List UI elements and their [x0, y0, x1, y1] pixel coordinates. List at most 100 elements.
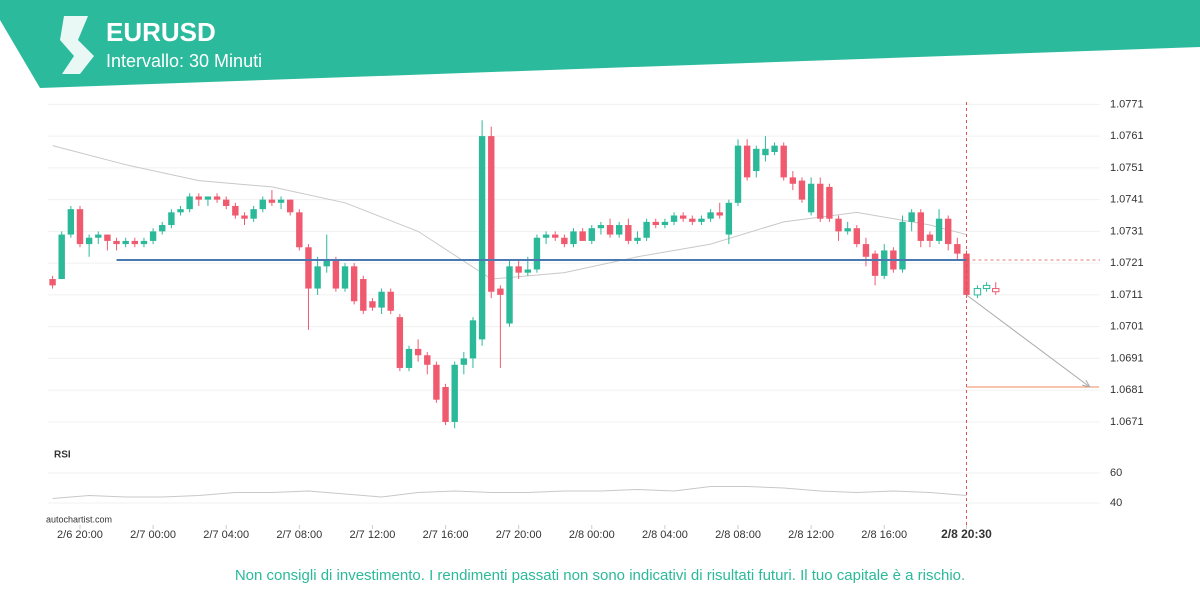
candle-body	[104, 234, 111, 241]
x-tick-label: 2/8 08:00	[715, 529, 761, 541]
moving-average	[52, 145, 967, 280]
x-tick-label: 2/7 16:00	[423, 529, 469, 541]
x-tick-label: 2/8 16:00	[861, 529, 907, 541]
candle-body	[497, 288, 504, 295]
candle-body	[369, 301, 376, 308]
candle-body	[159, 225, 166, 232]
y-tick-label: 1.0711	[1110, 289, 1143, 301]
candle-body	[670, 215, 678, 222]
candle-body	[625, 225, 632, 241]
candle-body	[213, 196, 221, 200]
candle-body	[789, 177, 797, 184]
candle-body	[698, 218, 705, 222]
y-tick-label: 1.0731	[1110, 225, 1144, 237]
candle-body	[762, 148, 769, 156]
candle-body	[844, 228, 851, 232]
candle-body	[588, 228, 595, 241]
candle-body	[963, 253, 970, 295]
header-banner	[0, 0, 1200, 88]
candle-body	[149, 231, 157, 241]
x-tick-label: 2/6 20:00	[57, 529, 103, 541]
y-tick-label: 1.0761	[1110, 130, 1144, 142]
candle-body	[634, 237, 641, 241]
candle-body	[826, 186, 833, 219]
candle-body	[908, 212, 915, 222]
y-tick-label: 1.0771	[1110, 98, 1144, 110]
candle-body	[360, 279, 367, 311]
candle-body	[798, 180, 806, 200]
candle-body	[259, 199, 266, 210]
candle-body	[725, 202, 733, 235]
arrow-head	[1081, 379, 1091, 388]
candle-body	[973, 288, 982, 296]
x-tick-label: 2/7 00:00	[130, 529, 176, 541]
x-tick-label: 2/7 04:00	[203, 529, 249, 541]
candle-body	[451, 364, 458, 422]
candle-body	[460, 358, 468, 365]
y-tick-label: 1.0681	[1110, 384, 1144, 396]
candle-body	[862, 244, 870, 257]
candle-body	[679, 215, 687, 219]
candle-body	[323, 259, 330, 267]
candle-body	[95, 234, 102, 238]
candle-body	[113, 240, 120, 245]
candle-body	[835, 218, 842, 232]
candle-body	[917, 212, 924, 241]
candle-body	[881, 250, 888, 276]
candle-body	[515, 266, 522, 273]
candle-body	[478, 136, 486, 340]
y-tick-label: 1.0751	[1110, 162, 1144, 174]
candle-body	[579, 231, 586, 241]
projection-arrow	[966, 294, 1091, 388]
candle-body	[552, 234, 559, 238]
x-tick-label: 2/7 12:00	[350, 529, 396, 541]
candle-body	[817, 183, 824, 219]
y-tick-label: 1.0701	[1110, 321, 1144, 333]
rsi-tick-label: 60	[1110, 467, 1122, 479]
candle-body	[195, 196, 202, 200]
candle-body	[140, 240, 148, 245]
candle-body	[992, 288, 1000, 293]
candle-body	[241, 215, 248, 219]
candle-body	[414, 348, 422, 356]
candle-body	[469, 320, 477, 359]
candle-body	[204, 196, 212, 200]
candle-body	[277, 199, 285, 203]
candle-body	[871, 253, 879, 276]
x-tick-label: 2/8 12:00	[788, 529, 834, 541]
subtitle: Intervallo: 30 Minuti	[106, 51, 262, 71]
candle-body	[378, 291, 385, 308]
candle-body	[332, 259, 340, 289]
x-tick-label: 2/8 20:30	[941, 527, 992, 541]
candle-body	[935, 218, 943, 241]
candle-body	[296, 212, 303, 248]
candle-body	[232, 205, 239, 216]
candle-body	[597, 225, 605, 229]
y-tick-label: 1.0691	[1110, 352, 1144, 364]
candle-body	[177, 209, 184, 213]
rsi-tick-label: 40	[1110, 497, 1122, 509]
x-tick-label: 2/8 00:00	[569, 529, 615, 541]
candle-body	[524, 269, 532, 273]
candle-body	[350, 266, 358, 302]
y-tick-label: 1.0741	[1110, 194, 1144, 206]
candle-body	[268, 199, 276, 203]
candle-body	[743, 145, 751, 178]
x-tick-label: 2/7 20:00	[496, 529, 542, 541]
candle-body	[853, 228, 861, 245]
candle-body	[433, 364, 440, 400]
y-tick-label: 1.0721	[1110, 257, 1144, 269]
candle-body	[506, 266, 513, 324]
candle-body	[561, 237, 568, 245]
candle-body	[982, 284, 991, 290]
candle-body	[223, 199, 230, 206]
candle-body	[85, 237, 93, 245]
candle-body	[689, 218, 696, 222]
candle-body	[424, 355, 431, 365]
candle-body	[314, 266, 321, 289]
x-tick-label: 2/8 04:00	[642, 529, 688, 541]
candle-body	[405, 348, 413, 368]
candle-body	[926, 234, 934, 241]
candle-body	[753, 148, 760, 172]
x-tick-label: 2/7 08:00	[276, 529, 322, 541]
